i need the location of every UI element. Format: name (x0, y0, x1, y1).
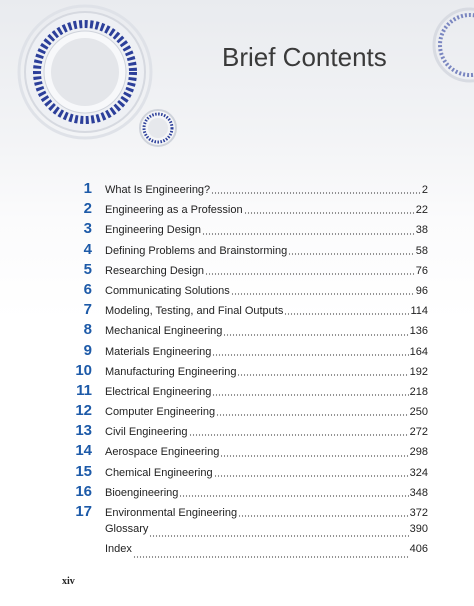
page-number: 406 (409, 543, 428, 556)
toc-entry[interactable]: 9 Materials Engineering 164 (70, 342, 428, 362)
chapter-number: 5 (83, 260, 92, 278)
chapter-number: 11 (76, 381, 92, 399)
page-number: 2 (421, 184, 428, 196)
page-number: 38 (415, 224, 428, 237)
dot-leader (202, 232, 415, 235)
chapter-title: Modeling, Testing, and Final Outputs (105, 305, 284, 318)
toc-entry[interactable]: 3 Engineering Design 38 (70, 220, 428, 240)
toc-entry[interactable]: 1 What Is Engineering? 2 (70, 180, 428, 200)
chapter-number: 2 (83, 200, 92, 218)
page-number: 372 (409, 507, 428, 519)
chapter-title: Bioengineering (105, 486, 179, 499)
chapter-number: 16 (75, 482, 92, 500)
chapter-number: 15 (75, 462, 92, 480)
dot-leader (237, 373, 409, 376)
page-number: 76 (415, 264, 428, 277)
toc-entry[interactable]: 13 Civil Engineering 272 (70, 422, 428, 442)
chapter-number: 9 (83, 341, 92, 359)
dot-leader (288, 252, 415, 255)
dot-leader (238, 515, 409, 518)
page-number: 272 (409, 426, 428, 439)
dot-leader (213, 474, 409, 477)
toc-entry[interactable]: 5 Researching Design 76 (70, 261, 428, 281)
chapter-title: What Is Engineering? (105, 184, 211, 196)
chapter-title: Defining Problems and Brainstorming (105, 244, 288, 257)
dot-leader (243, 212, 415, 215)
dot-leader (230, 293, 415, 296)
chapter-title: Mechanical Engineering (105, 325, 223, 338)
chapter-title: Communicating Solutions (105, 284, 230, 297)
dot-leader (223, 333, 409, 336)
toc-entry[interactable]: 10 Manufacturing Engineering 192 (70, 362, 428, 382)
toc-entry[interactable]: 2 Engineering as a Profession 22 (70, 200, 428, 220)
chapter-number: 8 (83, 321, 92, 339)
toc-entry[interactable]: 14 Aerospace Engineering 298 (70, 442, 428, 462)
toc-entry[interactable]: 15 Chemical Engineering 324 (70, 463, 428, 483)
chapter-title: Civil Engineering (105, 426, 188, 439)
chapter-number: 4 (83, 240, 92, 258)
title: Brief Contents (222, 42, 387, 72)
page-number: 192 (409, 365, 428, 378)
toc-entry[interactable]: 4 Defining Problems and Brainstorming 58 (70, 241, 428, 261)
chapter-number: 7 (83, 301, 92, 319)
page-number: 218 (409, 385, 428, 398)
chapter-title: Environmental Engineering (105, 507, 238, 519)
page-number: 390 (409, 523, 428, 536)
page-number: xiv (62, 576, 75, 587)
chapter-title: Chemical Engineering (105, 466, 213, 479)
toc-entry[interactable]: 17 Environmental Engineering 372 (70, 503, 428, 523)
page-number: 250 (409, 406, 428, 419)
chapter-number: 12 (75, 402, 92, 420)
chapter-number: 3 (83, 220, 92, 238)
page-number: 22 (415, 204, 428, 217)
contents-list: 1 What Is Engineering? 2 2 Engineering as a … (70, 180, 428, 564)
page-number: 96 (415, 284, 428, 297)
chapter-title: Manufacturing Engineering (105, 365, 237, 378)
chapter-title: Computer Engineering (105, 406, 216, 419)
chapter-title: Engineering as a Profession (105, 204, 243, 217)
dot-leader (284, 313, 410, 316)
toc-entry[interactable]: 7 Modeling, Testing, and Final Outputs 114 (70, 301, 428, 321)
chapter-title: Index (105, 543, 132, 556)
toc-entry[interactable]: 12 Computer Engineering 250 (70, 402, 428, 422)
dot-leader (216, 414, 409, 417)
toc-entry[interactable]: Index 406 (70, 543, 428, 563)
dot-leader (212, 353, 409, 356)
dot-leader (149, 535, 409, 538)
page-number: 348 (409, 486, 428, 499)
toc-entry[interactable]: 16 Bioengineering 348 (70, 483, 428, 503)
dot-leader (211, 192, 421, 195)
chapter-number: 10 (75, 361, 92, 379)
chapter-number: 13 (75, 422, 92, 440)
dot-leader (212, 394, 409, 397)
toc-entry[interactable]: Glossary 390 (70, 523, 428, 543)
toc-entry[interactable]: 8 Mechanical Engineering 136 (70, 321, 428, 341)
page-number: 324 (409, 466, 428, 479)
toc-entry[interactable]: 11 Electrical Engineering 218 (70, 382, 428, 402)
chapter-title: Glossary (105, 523, 149, 536)
chapter-number: 6 (83, 280, 92, 298)
chapter-number: 17 (75, 503, 92, 520)
dot-leader (179, 495, 409, 497)
decoration (17, 4, 474, 147)
page-number: 164 (409, 345, 428, 358)
chapter-title: Electrical Engineering (105, 385, 212, 398)
chapter-title: Researching Design (105, 264, 205, 277)
page-number: 298 (409, 446, 428, 459)
page-number: 136 (409, 325, 428, 338)
dot-leader (188, 434, 409, 437)
dot-leader (220, 454, 409, 457)
chapter-number: 14 (75, 442, 92, 460)
dot-leader (205, 272, 415, 275)
chapter-number: 1 (83, 180, 92, 197)
chapter-title: Materials Engineering (105, 345, 212, 358)
chapter-title: Engineering Design (105, 224, 202, 237)
dot-leader (132, 555, 409, 558)
chapter-title: Aerospace Engineering (105, 446, 220, 459)
page-number: 114 (410, 305, 428, 318)
toc-entry[interactable]: 6 Communicating Solutions 96 (70, 281, 428, 301)
page-number: 58 (415, 244, 428, 257)
